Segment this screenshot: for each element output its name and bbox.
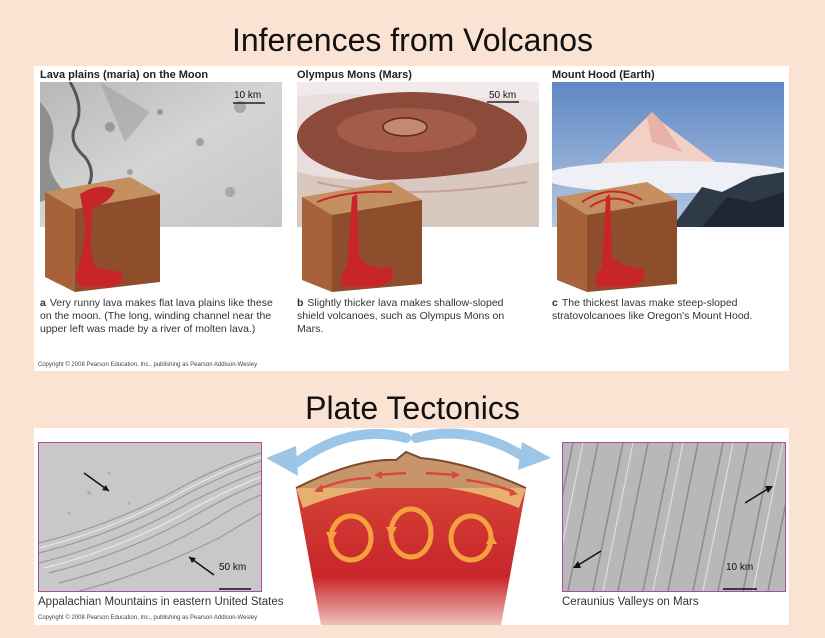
- copyright-note: Copyright © 2008 Pearson Education, Inc.…: [38, 362, 258, 368]
- slide-title-tectonics: Plate Tectonics: [305, 390, 520, 426]
- olympus-panel-title: Olympus Mons (Mars): [297, 69, 412, 81]
- caption-text: Very runny lava makes flat lava plains l…: [40, 297, 273, 335]
- caption-letter: b: [297, 297, 304, 309]
- mount-hood-panel-title: Mount Hood (Earth): [552, 69, 655, 81]
- olympus-caption: b Slightly thicker lava makes shallow-slo…: [297, 297, 533, 336]
- appalachian-caption: Appalachian Mountains in eastern United …: [38, 596, 284, 608]
- appalachian-scale-label: 50 km: [219, 562, 247, 573]
- plate-tectonics-diagram: [256, 428, 566, 625]
- copyright-note: Copyright © 2008 Pearson Education, Inc.…: [38, 615, 258, 621]
- mount-hood-image: [552, 82, 784, 292]
- ceraunius-scale-label: 10 km: [726, 562, 754, 573]
- caption-text: The thickest lavas make steep-sloped str…: [552, 297, 753, 322]
- moon-caption: a Very runny lava makes flat lava plains …: [40, 297, 276, 336]
- tectonics-figure-panel: 50 km Appalachian Mountains in eastern U…: [34, 428, 789, 625]
- caption-letter: c: [552, 297, 558, 309]
- moon-scale-label: 10 km: [234, 90, 262, 101]
- caption-letter: a: [40, 297, 46, 309]
- mount-hood-caption: c The thickest lavas make steep-sloped st…: [552, 297, 788, 323]
- ceraunius-caption: Ceraunius Valleys on Mars: [562, 596, 699, 608]
- moon-panel-title: Lava plains (maria) on the Moon: [40, 69, 209, 81]
- caption-text: Slightly thicker lava makes shallow-slop…: [297, 297, 505, 335]
- slide-title-volcanos: Inferences from Volcanos: [231, 22, 594, 58]
- moon-lava-plains-image: [40, 82, 282, 292]
- appalachian-image: [38, 442, 262, 592]
- ceraunius-valleys-image: [562, 442, 786, 592]
- olympus-scale-label: 50 km: [489, 90, 517, 101]
- olympus-mons-image: [297, 82, 539, 292]
